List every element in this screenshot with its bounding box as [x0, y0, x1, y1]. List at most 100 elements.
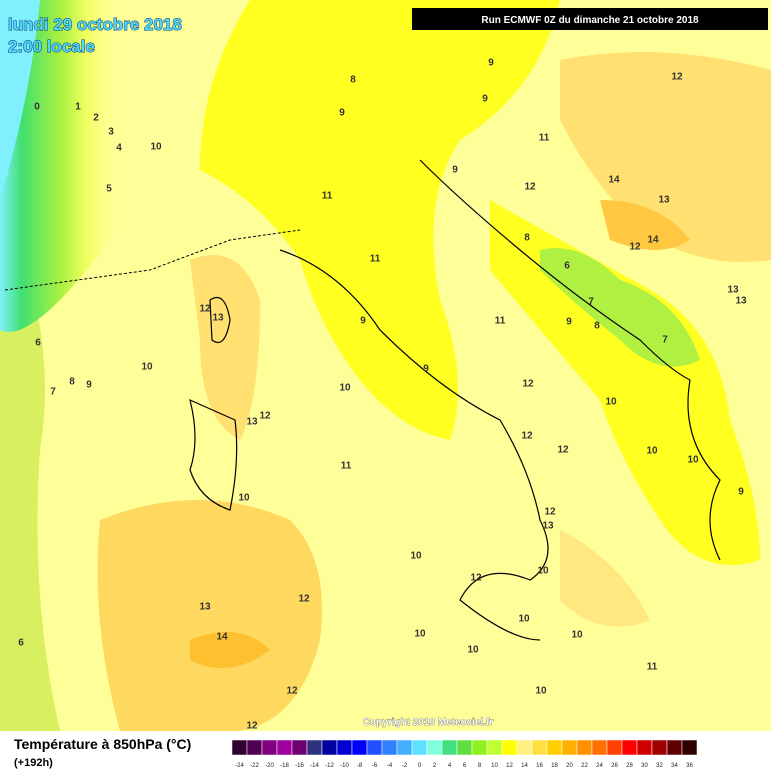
scale-swatch	[516, 739, 533, 756]
scale-swatch	[636, 739, 653, 756]
isotherm-label: 8	[524, 233, 530, 244]
scale-label: 14	[521, 763, 528, 769]
isotherm-label: 9	[566, 317, 572, 328]
coastline	[279, 249, 549, 641]
scale-label: 34	[671, 763, 678, 769]
isotherm-label: 9	[423, 364, 429, 375]
scale-label: 4	[448, 763, 452, 769]
scale-swatch	[456, 739, 473, 756]
isotherm-label: 12	[671, 72, 683, 83]
isotherm-label: 12	[557, 445, 569, 456]
isotherm-label: 10	[687, 455, 699, 466]
run-label: Run ECMWF 0Z du dimanche 21 octobre 2018	[481, 15, 699, 26]
scale-swatch	[591, 739, 608, 756]
scale-swatch	[546, 739, 563, 756]
scale-label: 0	[418, 763, 422, 769]
warm-region	[560, 52, 771, 262]
isotherm-label: 10	[150, 142, 162, 153]
isotherm-label: 5	[106, 184, 112, 195]
isotherm-label: 9	[482, 94, 488, 105]
isotherm-label: 8	[594, 321, 600, 332]
isotherm-label: 13	[727, 285, 739, 296]
scale-label: 12	[506, 763, 513, 769]
scale-label: -16	[295, 763, 304, 769]
scale-swatch	[486, 739, 503, 756]
isotherm-label: 10	[414, 629, 426, 640]
scale-label: 24	[596, 763, 603, 769]
scale-swatch	[231, 739, 248, 756]
scale-label: 28	[626, 763, 633, 769]
isotherm-label: 10	[141, 362, 153, 373]
scale-label: 30	[641, 763, 648, 769]
scale-label: 8	[478, 763, 482, 769]
isotherm-label: 12	[470, 573, 482, 584]
isotherm-label: 9	[360, 316, 366, 327]
isotherm-label: 11	[647, 662, 658, 673]
isotherm-label: 12	[544, 507, 556, 518]
isotherm-label: 3	[108, 127, 114, 138]
cold-region	[540, 248, 700, 367]
scale-swatch	[291, 739, 308, 756]
scale-label: 16	[536, 763, 543, 769]
isotherm-label: 12	[259, 411, 271, 422]
scale-swatch	[351, 739, 368, 756]
cold-region	[0, 0, 270, 332]
warm-region	[190, 632, 270, 668]
scale-label: -12	[325, 763, 334, 769]
scale-label: -2	[402, 763, 408, 769]
isotherm-label: 7	[588, 297, 594, 308]
time-title: 2:00 locale	[8, 37, 95, 56]
scale-swatch	[366, 739, 383, 756]
scale-label: 22	[581, 763, 588, 769]
isotherm-label: 10	[238, 493, 250, 504]
isotherm-label: 11	[322, 191, 333, 202]
scale-label: -14	[310, 763, 319, 769]
date-title: lundi 29 octobre 2018	[8, 15, 182, 34]
isotherm-label: 6	[564, 261, 570, 272]
scale-label: -24	[235, 763, 244, 769]
isotherm-label: 10	[467, 645, 479, 656]
isotherm-label: 7	[662, 335, 668, 346]
isotherm-label: 9	[86, 380, 92, 391]
border	[4, 229, 301, 291]
cold-region	[0, 0, 40, 200]
isotherm-label: 12	[286, 686, 298, 697]
scale-label: 10	[491, 763, 498, 769]
scale-label: -8	[357, 763, 363, 769]
scale-swatch	[651, 739, 668, 756]
isotherm-label: 12	[246, 721, 258, 732]
isotherm-label: 6	[35, 338, 41, 349]
isotherm-label: 9	[488, 58, 494, 69]
scale-swatch	[501, 739, 518, 756]
isotherm-label: 9	[738, 487, 744, 498]
isotherm-label: 10	[339, 383, 351, 394]
isotherm-label: 8	[69, 377, 75, 388]
isotherm-label: 10	[646, 446, 658, 457]
isotherm-label: 10	[535, 686, 547, 697]
isotherm-label: 11	[341, 461, 352, 472]
isotherm-label: 12	[524, 182, 536, 193]
scale-swatch	[426, 739, 443, 756]
isotherm-label: 11	[495, 316, 506, 327]
isotherm-label: 2	[93, 113, 99, 124]
warm-region	[200, 0, 560, 440]
scale-label: -20	[265, 763, 274, 769]
scale-label: -22	[250, 763, 259, 769]
scale-swatch	[411, 739, 428, 756]
scale-swatch	[441, 739, 458, 756]
scale-swatch	[576, 739, 593, 756]
warm-region	[490, 200, 760, 565]
isotherm-label: 8	[350, 75, 356, 86]
warm-region	[560, 530, 650, 627]
isotherm-label: 11	[539, 133, 550, 144]
cold-region	[0, 200, 60, 731]
isotherm-label: 10	[605, 397, 617, 408]
scale-swatch	[261, 739, 278, 756]
scale-swatch	[321, 739, 338, 756]
isotherm-label: 10	[571, 630, 583, 641]
isotherm-label: 1	[75, 102, 81, 113]
scale-swatch	[471, 739, 488, 756]
scale-swatch	[531, 739, 548, 756]
scale-label: 32	[656, 763, 663, 769]
scale-label: 2	[433, 763, 437, 769]
